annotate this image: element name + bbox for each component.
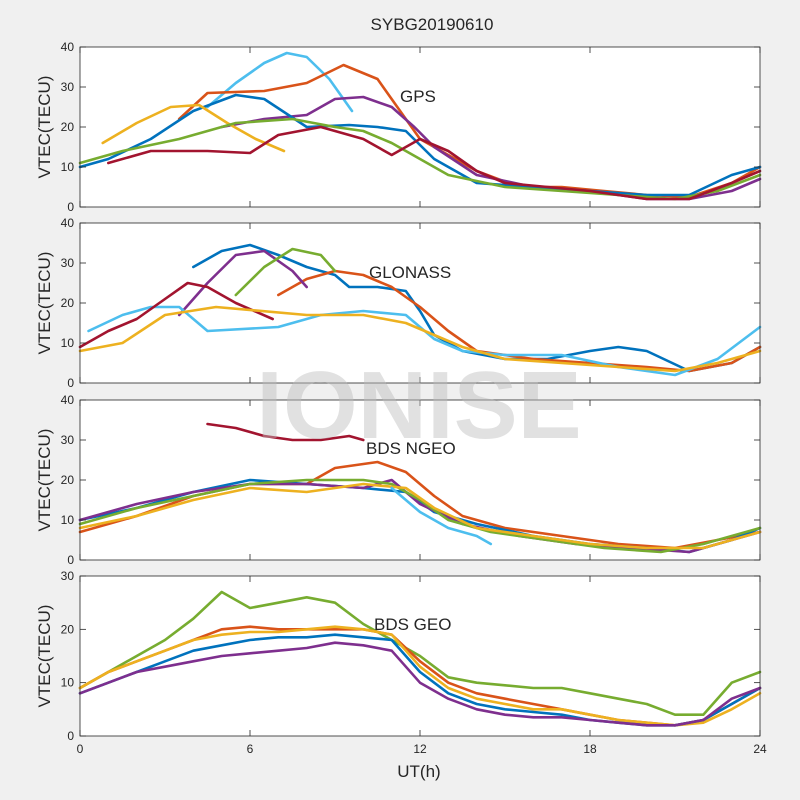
y-tick-label: 0 bbox=[67, 729, 74, 743]
series-line-3 bbox=[177, 249, 309, 317]
watermark: IONISE bbox=[256, 352, 581, 459]
y-tick-label: 10 bbox=[61, 160, 75, 174]
y-tick-label: 10 bbox=[61, 336, 75, 350]
y-tick-label: 30 bbox=[61, 433, 75, 447]
y-axis-label: VTEC(TECU) bbox=[35, 605, 54, 708]
panel-label: GLONASS bbox=[369, 263, 451, 282]
x-axis-label: UT(h) bbox=[397, 762, 440, 781]
panel-gps: 0 10 20 30 40 VTEC(TECU) GPS bbox=[35, 40, 762, 214]
y-tick-label: 20 bbox=[61, 120, 75, 134]
x-tick-label: 24 bbox=[753, 742, 767, 756]
series-line-4 bbox=[234, 247, 337, 297]
y-tick-label: 30 bbox=[61, 569, 75, 583]
series-line-5 bbox=[78, 478, 762, 554]
figure-title: SYBG20190610 bbox=[371, 15, 494, 34]
series-line-1 bbox=[78, 590, 762, 717]
y-tick-label: 20 bbox=[61, 473, 75, 487]
series-line-5 bbox=[87, 305, 762, 377]
y-tick-label: 20 bbox=[61, 622, 75, 636]
y-tick-label: 40 bbox=[61, 40, 75, 54]
y-tick-label: 10 bbox=[61, 676, 75, 690]
series-line-6 bbox=[78, 482, 762, 550]
plot-area bbox=[80, 47, 760, 207]
panel-label: BDS GEO bbox=[374, 615, 451, 634]
y-tick-label: 10 bbox=[61, 513, 75, 527]
series-line-6 bbox=[78, 117, 762, 201]
panel-label: GPS bbox=[400, 87, 436, 106]
x-tick-label: 18 bbox=[583, 742, 597, 756]
panel-label: BDS NGEO bbox=[366, 439, 456, 458]
y-tick-label: 0 bbox=[67, 553, 74, 567]
series-line-7 bbox=[107, 125, 762, 201]
panel-bds-ngeo: 0 10 20 30 40 VTEC(TECU) BDS NGEO bbox=[35, 393, 762, 567]
series-line-6 bbox=[78, 281, 275, 349]
series-line-5 bbox=[78, 641, 762, 727]
panels: 0 10 20 30 40 VTEC(TECU) GPS 0 10 20 30 40 VTEC(TECU… bbox=[35, 40, 767, 756]
y-tick-label: 30 bbox=[61, 80, 75, 94]
x-tick-label: 12 bbox=[413, 742, 427, 756]
series-line-7 bbox=[78, 305, 762, 373]
panel-glonass: 0 10 20 30 40 VTEC(TECU) GLONASS bbox=[35, 216, 762, 390]
series-line-1 bbox=[192, 243, 762, 373]
series-line-3 bbox=[78, 625, 762, 727]
y-axis-label: VTEC(TECU) bbox=[35, 429, 54, 532]
y-axis-label: VTEC(TECU) bbox=[35, 76, 54, 179]
x-tick-label: 6 bbox=[247, 742, 254, 756]
y-axis-label: VTEC(TECU) bbox=[35, 252, 54, 355]
y-tick-label: 40 bbox=[61, 393, 75, 407]
plot-area bbox=[80, 223, 760, 383]
panel-bds-geo: 0 6 12 18 24 0 10 20 30 VTEC(TECU) BDS GEO bbox=[35, 569, 767, 756]
y-tick-label: 0 bbox=[67, 376, 74, 390]
y-tick-label: 40 bbox=[61, 216, 75, 230]
y-tick-label: 30 bbox=[61, 256, 75, 270]
series-line-1 bbox=[206, 422, 365, 442]
x-tick-label: 0 bbox=[77, 742, 84, 756]
series-line-4 bbox=[78, 93, 762, 197]
y-tick-label: 0 bbox=[67, 200, 74, 214]
y-tick-label: 20 bbox=[61, 296, 75, 310]
plot-area bbox=[80, 400, 760, 560]
series-line-5 bbox=[101, 103, 286, 153]
series-line-1 bbox=[206, 51, 354, 113]
series-line-7 bbox=[390, 486, 493, 546]
